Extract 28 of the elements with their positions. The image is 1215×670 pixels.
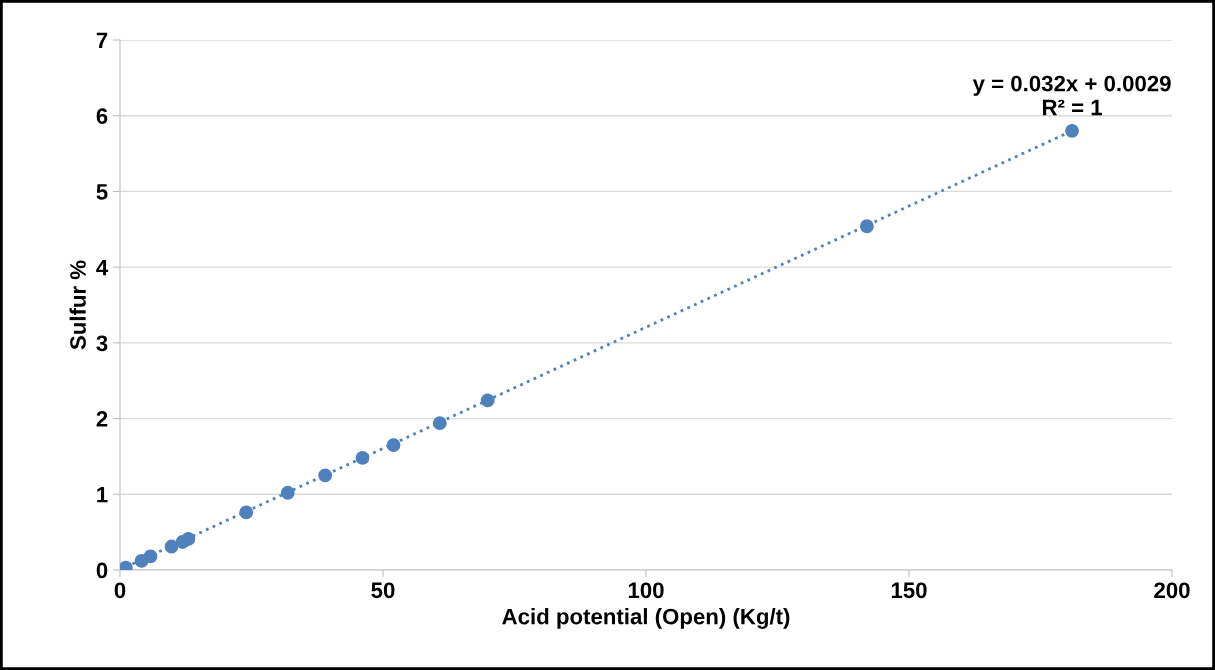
point — [280, 485, 295, 500]
point — [480, 393, 495, 408]
y-tick-label: 3 — [96, 335, 108, 352]
point — [164, 539, 179, 554]
y-tick-label: 2 — [96, 411, 108, 427]
y-tick-label: 7 — [96, 32, 108, 49]
x-tick-label: 0 — [114, 582, 126, 599]
point — [860, 219, 874, 234]
y-tick-label: 1 — [97, 487, 108, 503]
y-tick-label: 5 — [96, 184, 108, 200]
x-tick-label: 100 — [628, 582, 664, 599]
x-axis-title: Acid potential (Open) (Kg/t) — [502, 608, 790, 629]
x-tick-label: 150 — [891, 582, 927, 599]
y-tick-label: 0 — [96, 562, 108, 579]
point — [239, 505, 254, 520]
x-tick-label: 50 — [371, 582, 395, 599]
point — [181, 532, 196, 546]
y-tick-label: 6 — [96, 108, 108, 124]
y-axis-title: Sulfur % — [69, 260, 86, 350]
point — [318, 468, 333, 483]
x-tick-label: 200 — [1154, 582, 1190, 599]
point — [143, 549, 158, 564]
point — [432, 416, 447, 431]
annotation: y = 0.032x + 0.0029 R² = 1 — [972, 75, 1171, 116]
point — [355, 451, 370, 465]
y-tick-label: 4 — [96, 259, 109, 276]
point — [386, 438, 401, 452]
point — [1065, 123, 1079, 138]
